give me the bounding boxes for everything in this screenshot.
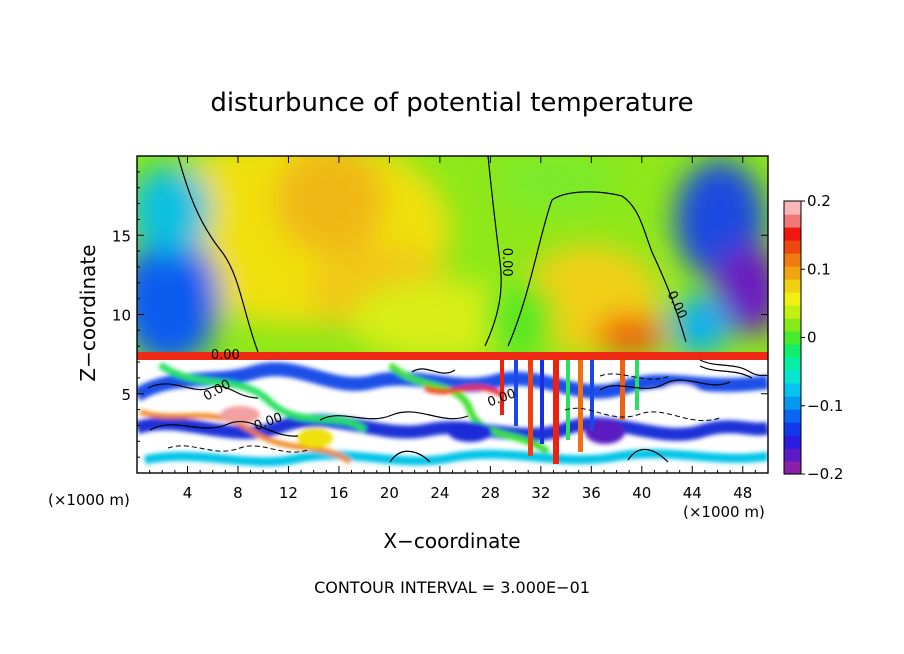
x-tick-label: 40 [632, 484, 651, 502]
colorbar-swatch [784, 409, 801, 423]
x-unit-left: (×1000 m) [48, 491, 130, 509]
colorbar-swatch [784, 253, 801, 267]
colorbar-tick-label: 0.1 [807, 260, 831, 278]
x-unit-right: (×1000 m) [683, 503, 765, 521]
colorbar-swatch [784, 422, 801, 436]
colorbar-swatch [784, 305, 801, 319]
contour-interval-footer: CONTOUR INTERVAL = 3.000E−01 [314, 578, 590, 597]
colorbar-tick-label: −0.2 [807, 465, 843, 483]
colorbar-tick-label: −0.1 [807, 397, 843, 415]
x-axis-label: X−coordinate [383, 529, 520, 553]
x-axis: 4 8 12 16 20 24 28 32 36 40 44 48 [149, 156, 769, 502]
x-tick-label: 36 [582, 484, 601, 502]
colorbar: 0.2 0.1 0 −0.1 −0.2 [783, 192, 843, 483]
colorbar-tick-label: 0 [807, 329, 817, 347]
contour-lines-negative [167, 373, 721, 453]
plot-area: 0.000.000.000.000.000.00 [137, 156, 768, 473]
contour-label: 0.00 [499, 248, 514, 277]
lower-field [137, 362, 768, 467]
y-tick-label: 5 [121, 386, 131, 404]
y-axis-label: Z−coordinate [76, 244, 100, 381]
colorbar-swatch [784, 461, 801, 475]
y-axis: 5 10 15 [112, 171, 768, 458]
lower-stripes [500, 360, 639, 464]
x-tick-label: 24 [430, 484, 449, 502]
y-tick-label: 15 [112, 227, 131, 245]
chart-title: disturbunce of potential temperature [210, 88, 693, 118]
colorbar-swatch [784, 214, 801, 228]
colorbar-swatch [784, 448, 801, 462]
colorbar-swatch [784, 240, 801, 254]
x-tick-label: 28 [481, 484, 500, 502]
colorbar-tick-label: 0.2 [807, 192, 831, 210]
colorbar-swatch [784, 201, 801, 215]
colorbar-swatch [784, 292, 801, 306]
colorbar-swatch [784, 266, 801, 280]
x-tick-label: 16 [329, 484, 348, 502]
colorbar-swatch [784, 279, 801, 293]
colorbar-swatch [784, 396, 801, 410]
contour-label: 0.00 [211, 348, 240, 363]
colorbar-swatch [784, 318, 801, 332]
x-tick-label: 48 [733, 484, 752, 502]
colorbar-swatch [784, 331, 801, 345]
x-tick-label: 20 [380, 484, 399, 502]
x-tick-label: 4 [183, 484, 193, 502]
upper-field [137, 156, 768, 365]
x-tick-label: 32 [531, 484, 550, 502]
x-tick-label: 8 [233, 484, 243, 502]
colorbar-swatch [784, 357, 801, 371]
colorbar-swatch [784, 370, 801, 384]
x-tick-label: 44 [683, 484, 702, 502]
colorbar-swatch [784, 344, 801, 358]
y-tick-label: 10 [112, 307, 131, 325]
colorbar-swatch [784, 435, 801, 449]
contour-lines [147, 156, 768, 463]
colorbar-swatch [784, 383, 801, 397]
x-tick-label: 12 [279, 484, 298, 502]
colorbar-swatch [784, 227, 801, 241]
